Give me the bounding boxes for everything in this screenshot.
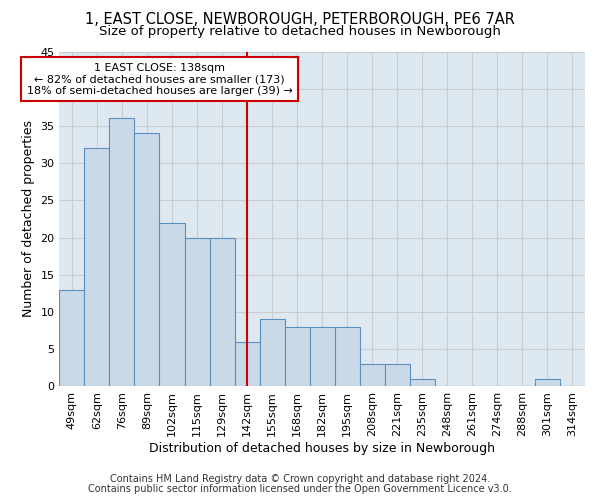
Text: Contains HM Land Registry data © Crown copyright and database right 2024.: Contains HM Land Registry data © Crown c… bbox=[110, 474, 490, 484]
Bar bbox=[385, 364, 410, 386]
Bar bbox=[310, 327, 335, 386]
Bar bbox=[284, 327, 310, 386]
Bar bbox=[410, 379, 435, 386]
Bar bbox=[535, 379, 560, 386]
Text: Contains public sector information licensed under the Open Government Licence v3: Contains public sector information licen… bbox=[88, 484, 512, 494]
Bar bbox=[260, 320, 284, 386]
Bar bbox=[185, 238, 209, 386]
Text: 1 EAST CLOSE: 138sqm
← 82% of detached houses are smaller (173)
18% of semi-deta: 1 EAST CLOSE: 138sqm ← 82% of detached h… bbox=[26, 62, 292, 96]
Bar bbox=[85, 148, 109, 386]
Text: 1, EAST CLOSE, NEWBOROUGH, PETERBOROUGH, PE6 7AR: 1, EAST CLOSE, NEWBOROUGH, PETERBOROUGH,… bbox=[85, 12, 515, 28]
X-axis label: Distribution of detached houses by size in Newborough: Distribution of detached houses by size … bbox=[149, 442, 495, 455]
Bar bbox=[235, 342, 260, 386]
Bar bbox=[59, 290, 85, 386]
Bar bbox=[335, 327, 360, 386]
Bar bbox=[134, 134, 160, 386]
Bar bbox=[160, 222, 185, 386]
Bar bbox=[109, 118, 134, 386]
Bar bbox=[360, 364, 385, 386]
Text: Size of property relative to detached houses in Newborough: Size of property relative to detached ho… bbox=[99, 25, 501, 38]
Bar bbox=[209, 238, 235, 386]
Y-axis label: Number of detached properties: Number of detached properties bbox=[22, 120, 35, 318]
